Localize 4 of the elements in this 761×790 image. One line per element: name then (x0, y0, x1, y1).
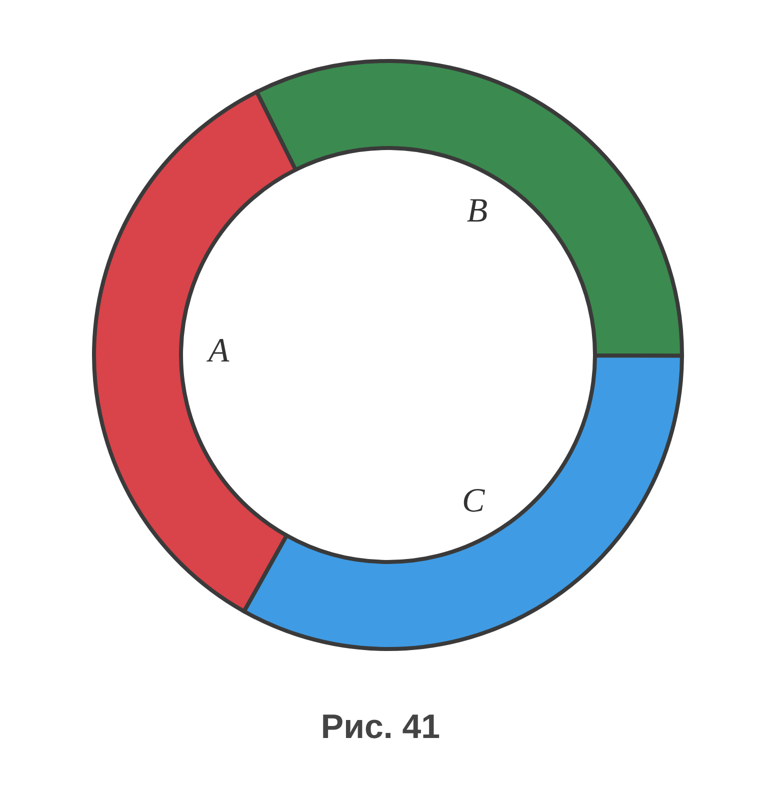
slice-label: A (206, 332, 230, 370)
slice-label: C (462, 482, 485, 520)
slice-label: B (466, 192, 488, 230)
text: Рис. 41 (320, 708, 442, 747)
